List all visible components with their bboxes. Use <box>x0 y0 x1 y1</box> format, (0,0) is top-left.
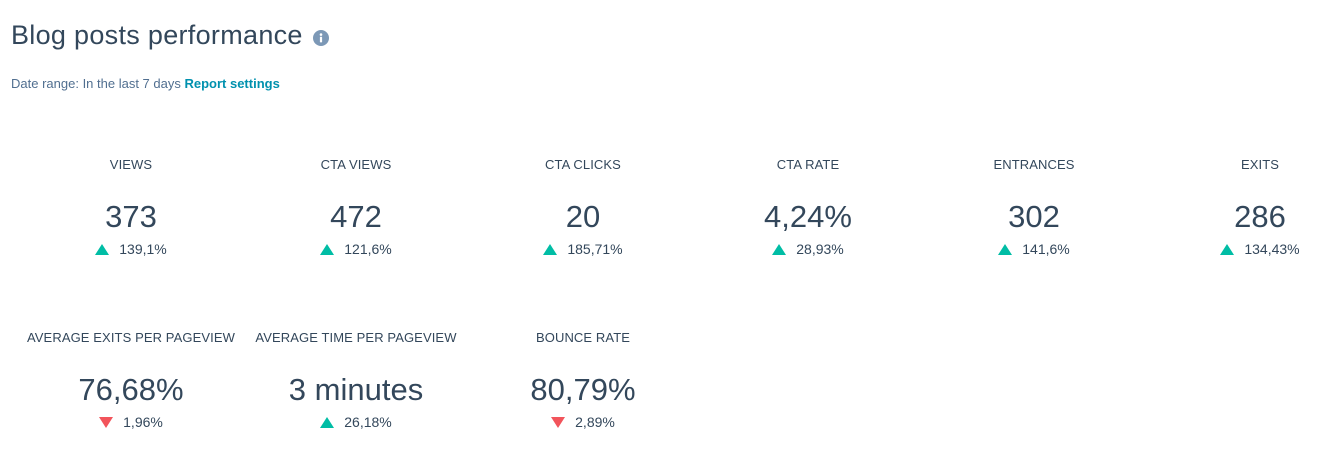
metric-change: 185,71% <box>463 241 703 257</box>
metric-change: 141,6% <box>914 241 1154 257</box>
metric-label: AVERAGE TIME PER PAGEVIEW <box>255 330 457 345</box>
metric-value: 4,24% <box>764 199 852 234</box>
metric-cta-clicks: CTA CLICKS 20 185,71% <box>463 157 703 257</box>
metric-change-value: 134,43% <box>1244 241 1300 257</box>
metric-value: 286 <box>1234 199 1286 234</box>
metric-change-value: 121,6% <box>344 241 392 257</box>
metric-average-time-per-pageview: AVERAGE TIME PER PAGEVIEW 3 minutes 26,1… <box>236 330 476 430</box>
metric-average-exits-per-pageview: AVERAGE EXITS PER PAGEVIEW 76,68% 1,96% <box>11 330 251 430</box>
metric-value: 3 minutes <box>288 372 424 407</box>
metric-exits: EXITS 286 134,43% <box>1140 157 1318 257</box>
metric-change: 26,18% <box>236 414 476 430</box>
arrow-up-icon <box>543 243 558 255</box>
metric-cta-views: CTA VIEWS 472 121,6% <box>236 157 476 257</box>
arrow-up-icon <box>95 243 110 255</box>
metric-change-value: 28,93% <box>796 241 844 257</box>
metric-label: CTA RATE <box>776 157 840 172</box>
report-settings-link[interactable]: Report settings <box>184 76 280 91</box>
page-header: Blog posts performance <box>11 14 329 56</box>
metric-bounce-rate: BOUNCE RATE 80,79% 2,89% <box>463 330 703 430</box>
metric-change-value: 2,89% <box>575 414 615 430</box>
info-icon-glyph <box>319 33 323 43</box>
metric-change: 139,1% <box>11 241 251 257</box>
metric-value: 20 <box>565 199 601 234</box>
arrow-up-icon <box>998 243 1013 255</box>
metric-label: EXITS <box>1240 157 1280 172</box>
arrow-up-icon <box>1220 243 1235 255</box>
arrow-up-icon <box>320 243 335 255</box>
date-range: Date range: In the last 7 days Report se… <box>11 76 280 91</box>
arrow-up-icon <box>772 243 787 255</box>
metric-value: 302 <box>1008 199 1060 234</box>
page-title: Blog posts performance <box>11 19 303 50</box>
metric-change-value: 1,96% <box>123 414 163 430</box>
metric-cta-rate: CTA RATE 4,24% 28,93% <box>688 157 928 257</box>
metric-value: 373 <box>105 199 157 234</box>
metric-label: VIEWS <box>109 157 153 172</box>
metric-change-value: 141,6% <box>1022 241 1070 257</box>
metric-label: CTA CLICKS <box>545 157 621 172</box>
metric-change: 1,96% <box>11 414 251 430</box>
arrow-down-icon <box>99 416 114 428</box>
metric-label: ENTRANCES <box>993 157 1075 172</box>
metric-label: CTA VIEWS <box>320 157 392 172</box>
arrow-down-icon <box>551 416 566 428</box>
metric-change: 121,6% <box>236 241 476 257</box>
metric-views: VIEWS 373 139,1% <box>11 157 251 257</box>
metric-label: BOUNCE RATE <box>535 330 631 345</box>
metric-change-value: 26,18% <box>344 414 392 430</box>
metric-change: 134,43% <box>1140 241 1318 257</box>
arrow-up-icon <box>320 416 335 428</box>
date-range-value: In the last 7 days <box>82 76 181 91</box>
metric-change-value: 139,1% <box>119 241 167 257</box>
info-icon[interactable] <box>312 30 329 46</box>
metric-value: 76,68% <box>78 372 184 407</box>
metric-label: AVERAGE EXITS PER PAGEVIEW <box>26 330 235 345</box>
metric-change-value: 185,71% <box>567 241 623 257</box>
metric-entrances: ENTRANCES 302 141,6% <box>914 157 1154 257</box>
metric-change: 28,93% <box>688 241 928 257</box>
date-range-label: Date range: <box>11 76 79 91</box>
metric-change: 2,89% <box>463 414 703 430</box>
metric-value: 472 <box>330 199 382 234</box>
metric-value: 80,79% <box>530 372 636 407</box>
